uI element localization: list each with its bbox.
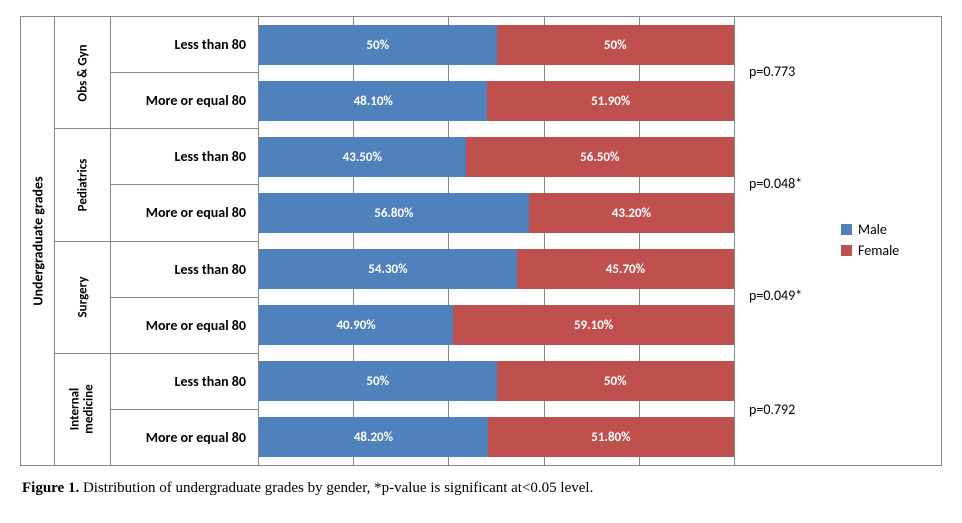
group-label: Pediatrics — [75, 159, 90, 212]
bar-segment-male: 50% — [259, 25, 497, 65]
bars-stack: 50%50%48.10%51.90%43.50%56.50%56.80%43.2… — [259, 17, 734, 465]
bar-segment-male: 56.80% — [259, 193, 529, 233]
bar-segment-female: 50% — [497, 25, 735, 65]
category-label: More or equal 80 — [111, 185, 259, 241]
bar-segment-female: 51.80% — [488, 417, 734, 457]
y-axis-outer-label: Undergraduate grades — [29, 176, 46, 305]
group-cell: Surgery — [55, 242, 111, 354]
group-label: Internal medicine — [68, 385, 97, 434]
bar-segment-male: 40.90% — [259, 305, 453, 345]
caption-text: Distribution of undergraduate grades by … — [79, 480, 374, 496]
bar-segment-female: 59.10% — [453, 305, 734, 345]
annotation-column: p=0.773 p=0.048* p=0.049* p=0.792 Male F… — [735, 17, 941, 465]
group-cell: Pediatrics — [55, 129, 111, 241]
group-cell: Obs & Gyn — [55, 17, 111, 129]
bar-segment-male: 48.20% — [259, 417, 488, 457]
bar-segment-male: 54.30% — [259, 249, 517, 289]
bar-segment-female: 45.70% — [517, 249, 734, 289]
bar-row: 56.80%43.20% — [259, 185, 734, 241]
category-label: Less than 80 — [111, 129, 259, 185]
category-label: More or equal 80 — [111, 298, 259, 354]
bar-row: 50%50% — [259, 353, 734, 409]
figure-container: Undergraduate grades Obs & Gyn Pediatric… — [0, 0, 962, 509]
group-cell: Internal medicine — [55, 354, 111, 465]
stacked-bar: 43.50%56.50% — [259, 137, 734, 177]
figure-caption: Figure 1. Distribution of undergraduate … — [20, 466, 942, 501]
category-label: Less than 80 — [111, 242, 259, 298]
bar-row: 43.50%56.50% — [259, 129, 734, 185]
category-label: More or equal 80 — [111, 410, 259, 465]
bar-row: 40.90%59.10% — [259, 297, 734, 353]
group-label: Obs & Gyn — [75, 44, 90, 101]
legend: Male Female — [841, 217, 899, 263]
stacked-bar: 54.30%45.70% — [259, 249, 734, 289]
p-value: p=0.049* — [749, 287, 802, 304]
stacked-bar: 50%50% — [259, 361, 734, 401]
swatch-female — [841, 245, 852, 256]
category-label: Less than 80 — [111, 17, 259, 73]
category-label: Less than 80 — [111, 354, 259, 410]
stacked-bar: 48.20%51.80% — [259, 417, 734, 457]
bar-row: 48.20%51.80% — [259, 409, 734, 465]
y-axis-outer: Undergraduate grades — [21, 17, 55, 465]
bar-segment-male: 48.10% — [259, 81, 487, 121]
bar-row: 54.30%45.70% — [259, 241, 734, 297]
stacked-bar: 48.10%51.90% — [259, 81, 734, 121]
group-label: Surgery — [75, 277, 90, 318]
bar-segment-male: 50% — [259, 361, 497, 401]
bar-row: 48.10%51.90% — [259, 73, 734, 129]
bar-segment-male: 43.50% — [259, 137, 466, 177]
stacked-bar: 50%50% — [259, 25, 734, 65]
bar-segment-female: 56.50% — [466, 137, 734, 177]
bar-segment-female: 43.20% — [529, 193, 734, 233]
p-value: p=0.048* — [749, 175, 802, 192]
p-value: p=0.773 — [749, 63, 795, 80]
chart-frame: Undergraduate grades Obs & Gyn Pediatric… — [20, 16, 942, 466]
caption-note: *p-value is significant at<0.05 level. — [374, 480, 593, 496]
legend-label: Female — [858, 242, 899, 259]
legend-item-male: Male — [841, 221, 899, 238]
caption-prefix: Figure 1. — [22, 480, 79, 496]
bar-segment-female: 51.90% — [487, 81, 734, 121]
p-value: p=0.792 — [749, 401, 795, 418]
bar-row: 50%50% — [259, 17, 734, 73]
category-column: Less than 80 More or equal 80 Less than … — [111, 17, 259, 465]
group-column: Obs & Gyn Pediatrics Surgery Internal me… — [55, 17, 111, 465]
legend-item-female: Female — [841, 242, 899, 259]
bar-segment-female: 50% — [497, 361, 735, 401]
category-label: More or equal 80 — [111, 73, 259, 129]
stacked-bar: 56.80%43.20% — [259, 193, 734, 233]
swatch-male — [841, 224, 852, 235]
stacked-bar: 40.90%59.10% — [259, 305, 734, 345]
plot-area: 50%50%48.10%51.90%43.50%56.50%56.80%43.2… — [259, 17, 735, 465]
legend-label: Male — [858, 221, 887, 238]
